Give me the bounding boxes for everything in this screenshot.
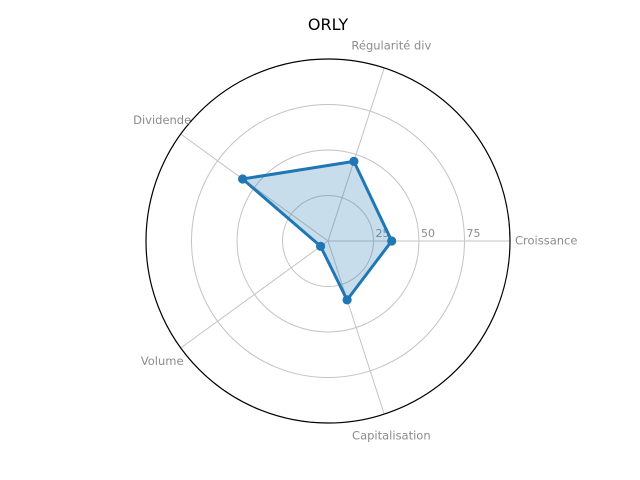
data-point-volume <box>316 241 326 251</box>
grid-layer <box>145 58 511 424</box>
axis-label-capitalisation: Capitalisation <box>352 428 431 442</box>
axis-spoke-capitalisation <box>327 240 385 415</box>
chart-title: ORLY <box>308 15 349 34</box>
data-point-croissance <box>387 236 397 246</box>
axis-label-regularite-div: Régularité div <box>351 39 431 53</box>
r-tick-label-75: 75 <box>467 227 481 240</box>
data-point-regularite-div <box>349 156 359 166</box>
axis-label-croissance: Croissance <box>515 234 577 248</box>
data-point-dividende <box>238 174 248 184</box>
data-polygon <box>241 159 394 302</box>
data-series-layer <box>238 156 397 305</box>
axis-spoke-regularite-div <box>327 67 385 242</box>
data-point-capitalisation <box>342 295 352 305</box>
outer-ring <box>145 58 511 424</box>
axis-label-volume: Volume <box>141 354 184 368</box>
r-tick-label-50: 50 <box>421 227 435 240</box>
axis-label-dividende: Dividende <box>133 113 191 127</box>
axis-spoke-volume <box>180 240 329 349</box>
